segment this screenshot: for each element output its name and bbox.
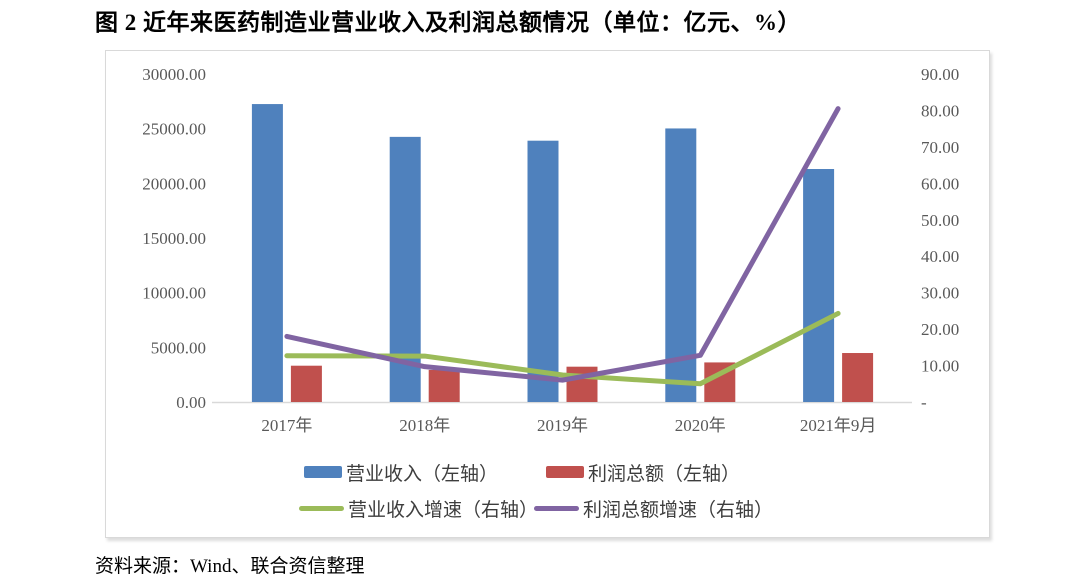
bar-利润总额（左轴）-2021年9月	[842, 353, 874, 402]
x-axis-category-label: 2019年	[537, 416, 588, 435]
bar-利润总额（左轴）-2019年	[566, 366, 598, 402]
bar-营业收入（左轴）-2017年	[251, 104, 283, 403]
x-axis-category-label: 2020年	[675, 416, 726, 435]
source-note: 资料来源：Wind、联合资信整理	[95, 556, 365, 577]
left-axis-tick-label: 5000.00	[151, 338, 206, 357]
x-axis-category-label: 2017年	[261, 416, 312, 435]
left-axis-tick-label: 10000.00	[142, 284, 206, 303]
left-axis-tick-label: 30000.00	[142, 65, 206, 84]
left-axis-tick-label: 15000.00	[142, 229, 206, 248]
right-axis-tick-label: 10.00	[921, 357, 959, 376]
x-axis-category-label: 2018年	[399, 416, 450, 435]
left-axis-tick-label: 25000.00	[142, 120, 206, 139]
right-axis-tick-label: 70.00	[921, 138, 959, 157]
right-axis-tick-label: 20.00	[921, 320, 959, 339]
right-axis-tick-label: 90.00	[921, 65, 959, 84]
right-axis-tick-label: 30.00	[921, 284, 959, 303]
x-axis-category-label: 2021年9月	[800, 416, 877, 435]
right-axis-tick-label: 40.00	[921, 247, 959, 266]
chart-area: 0.00 5000.00 10000.00 15000.00 20000.00 25000…	[105, 50, 990, 538]
right-axis-tick-label: -	[921, 393, 927, 412]
line-利润总额增速（右轴）	[284, 106, 841, 383]
chart-title: 图 2 近年来医药制造业营业收入及利润总额情况（单位：亿元、%）	[95, 10, 801, 35]
combo-chart: 0.00 5000.00 10000.00 15000.00 20000.00 25000…	[142, 65, 959, 435]
left-axis-tick-label: 0.00	[176, 393, 206, 412]
line-营业收入增速（右轴）	[284, 310, 841, 387]
bar-利润总额（左轴）-2018年	[428, 369, 460, 402]
bar-利润总额（左轴）-2017年	[290, 365, 322, 402]
bar-营业收入（左轴）-2021年9月	[803, 169, 835, 402]
right-axis-tick-label: 50.00	[921, 211, 959, 230]
bar-营业收入（左轴）-2019年	[527, 140, 559, 402]
right-axis-tick-label: 80.00	[921, 101, 959, 120]
right-axis-tick-label: 60.00	[921, 174, 959, 193]
left-axis-tick-label: 20000.00	[142, 174, 206, 193]
